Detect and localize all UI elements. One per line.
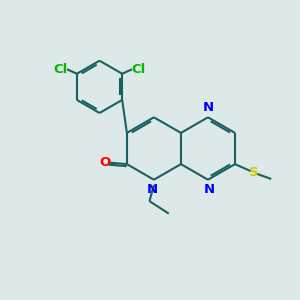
Text: Cl: Cl <box>53 63 68 76</box>
Text: O: O <box>99 156 110 169</box>
Text: N: N <box>202 101 214 114</box>
Text: Cl: Cl <box>131 63 146 76</box>
Text: N: N <box>147 183 158 196</box>
Text: N: N <box>204 183 215 196</box>
Text: S: S <box>249 166 258 179</box>
